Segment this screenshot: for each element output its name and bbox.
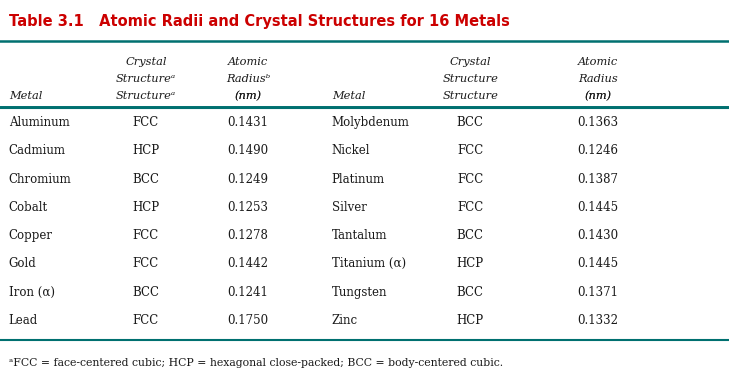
Text: FCC: FCC: [457, 173, 483, 186]
Text: BCC: BCC: [456, 116, 484, 129]
Text: Platinum: Platinum: [332, 173, 385, 186]
Text: Aluminum: Aluminum: [9, 116, 69, 129]
Text: FCC: FCC: [133, 229, 159, 242]
Text: Crystal: Crystal: [125, 57, 166, 67]
Text: 0.1371: 0.1371: [577, 286, 618, 299]
Text: 0.1750: 0.1750: [227, 314, 268, 327]
Text: Atomic: Atomic: [227, 57, 268, 67]
Text: Tantalum: Tantalum: [332, 229, 387, 242]
Text: Lead: Lead: [9, 314, 38, 327]
Text: Silver: Silver: [332, 201, 367, 214]
Text: Structure: Structure: [443, 91, 498, 101]
Text: 0.1431: 0.1431: [227, 116, 268, 129]
Text: Radiusᵇ: Radiusᵇ: [226, 74, 270, 84]
Text: 0.1332: 0.1332: [577, 314, 618, 327]
Text: Zinc: Zinc: [332, 314, 358, 327]
Text: HCP: HCP: [132, 144, 160, 158]
Text: Copper: Copper: [9, 229, 52, 242]
Text: Metal: Metal: [9, 91, 42, 101]
Text: FCC: FCC: [457, 201, 483, 214]
Text: (nm): (nm): [584, 91, 612, 102]
Text: Molybdenum: Molybdenum: [332, 116, 410, 129]
Text: Titanium (α): Titanium (α): [332, 257, 406, 271]
Text: Structureᵃ: Structureᵃ: [116, 74, 176, 84]
Text: ᵃFCC = face-centered cubic; HCP = hexagonal close-packed; BCC = body-centered cu: ᵃFCC = face-centered cubic; HCP = hexago…: [9, 358, 503, 368]
Text: BCC: BCC: [132, 286, 160, 299]
Text: 0.1246: 0.1246: [577, 144, 618, 158]
Text: BCC: BCC: [132, 173, 160, 186]
Text: FCC: FCC: [133, 116, 159, 129]
Text: 0.1253: 0.1253: [227, 201, 268, 214]
Text: Table 3.1   Atomic Radii and Crystal Structures for 16 Metals: Table 3.1 Atomic Radii and Crystal Struc…: [9, 14, 510, 29]
Text: Iron (α): Iron (α): [9, 286, 55, 299]
Text: (nm): (nm): [584, 91, 612, 102]
Text: 0.1430: 0.1430: [577, 229, 618, 242]
Text: FCC: FCC: [133, 314, 159, 327]
Text: 0.1249: 0.1249: [227, 173, 268, 186]
Text: Gold: Gold: [9, 257, 36, 271]
Text: HCP: HCP: [456, 314, 484, 327]
Text: BCC: BCC: [456, 286, 484, 299]
Text: (nm): (nm): [234, 91, 262, 102]
Text: 0.1445: 0.1445: [577, 201, 618, 214]
Text: BCC: BCC: [456, 229, 484, 242]
Text: 0.1241: 0.1241: [227, 286, 268, 299]
Text: Structure: Structure: [443, 74, 498, 84]
Text: Nickel: Nickel: [332, 144, 370, 158]
Text: Structureᵃ: Structureᵃ: [116, 91, 176, 101]
Text: Radius: Radius: [578, 74, 617, 84]
Text: 0.1278: 0.1278: [227, 229, 268, 242]
Text: Metal: Metal: [332, 91, 365, 101]
Text: Cadmium: Cadmium: [9, 144, 66, 158]
Text: 0.1363: 0.1363: [577, 116, 618, 129]
Text: 0.1442: 0.1442: [227, 257, 268, 271]
Text: 0.1387: 0.1387: [577, 173, 618, 186]
Text: HCP: HCP: [132, 201, 160, 214]
Text: Tungsten: Tungsten: [332, 286, 387, 299]
Text: FCC: FCC: [457, 144, 483, 158]
Text: Atomic: Atomic: [577, 57, 618, 67]
Text: 0.1490: 0.1490: [227, 144, 268, 158]
Text: Crystal: Crystal: [450, 57, 491, 67]
Text: (nm): (nm): [234, 91, 262, 102]
Text: HCP: HCP: [456, 257, 484, 271]
Text: 0.1445: 0.1445: [577, 257, 618, 271]
Text: Cobalt: Cobalt: [9, 201, 48, 214]
Text: FCC: FCC: [133, 257, 159, 271]
Text: Chromium: Chromium: [9, 173, 71, 186]
